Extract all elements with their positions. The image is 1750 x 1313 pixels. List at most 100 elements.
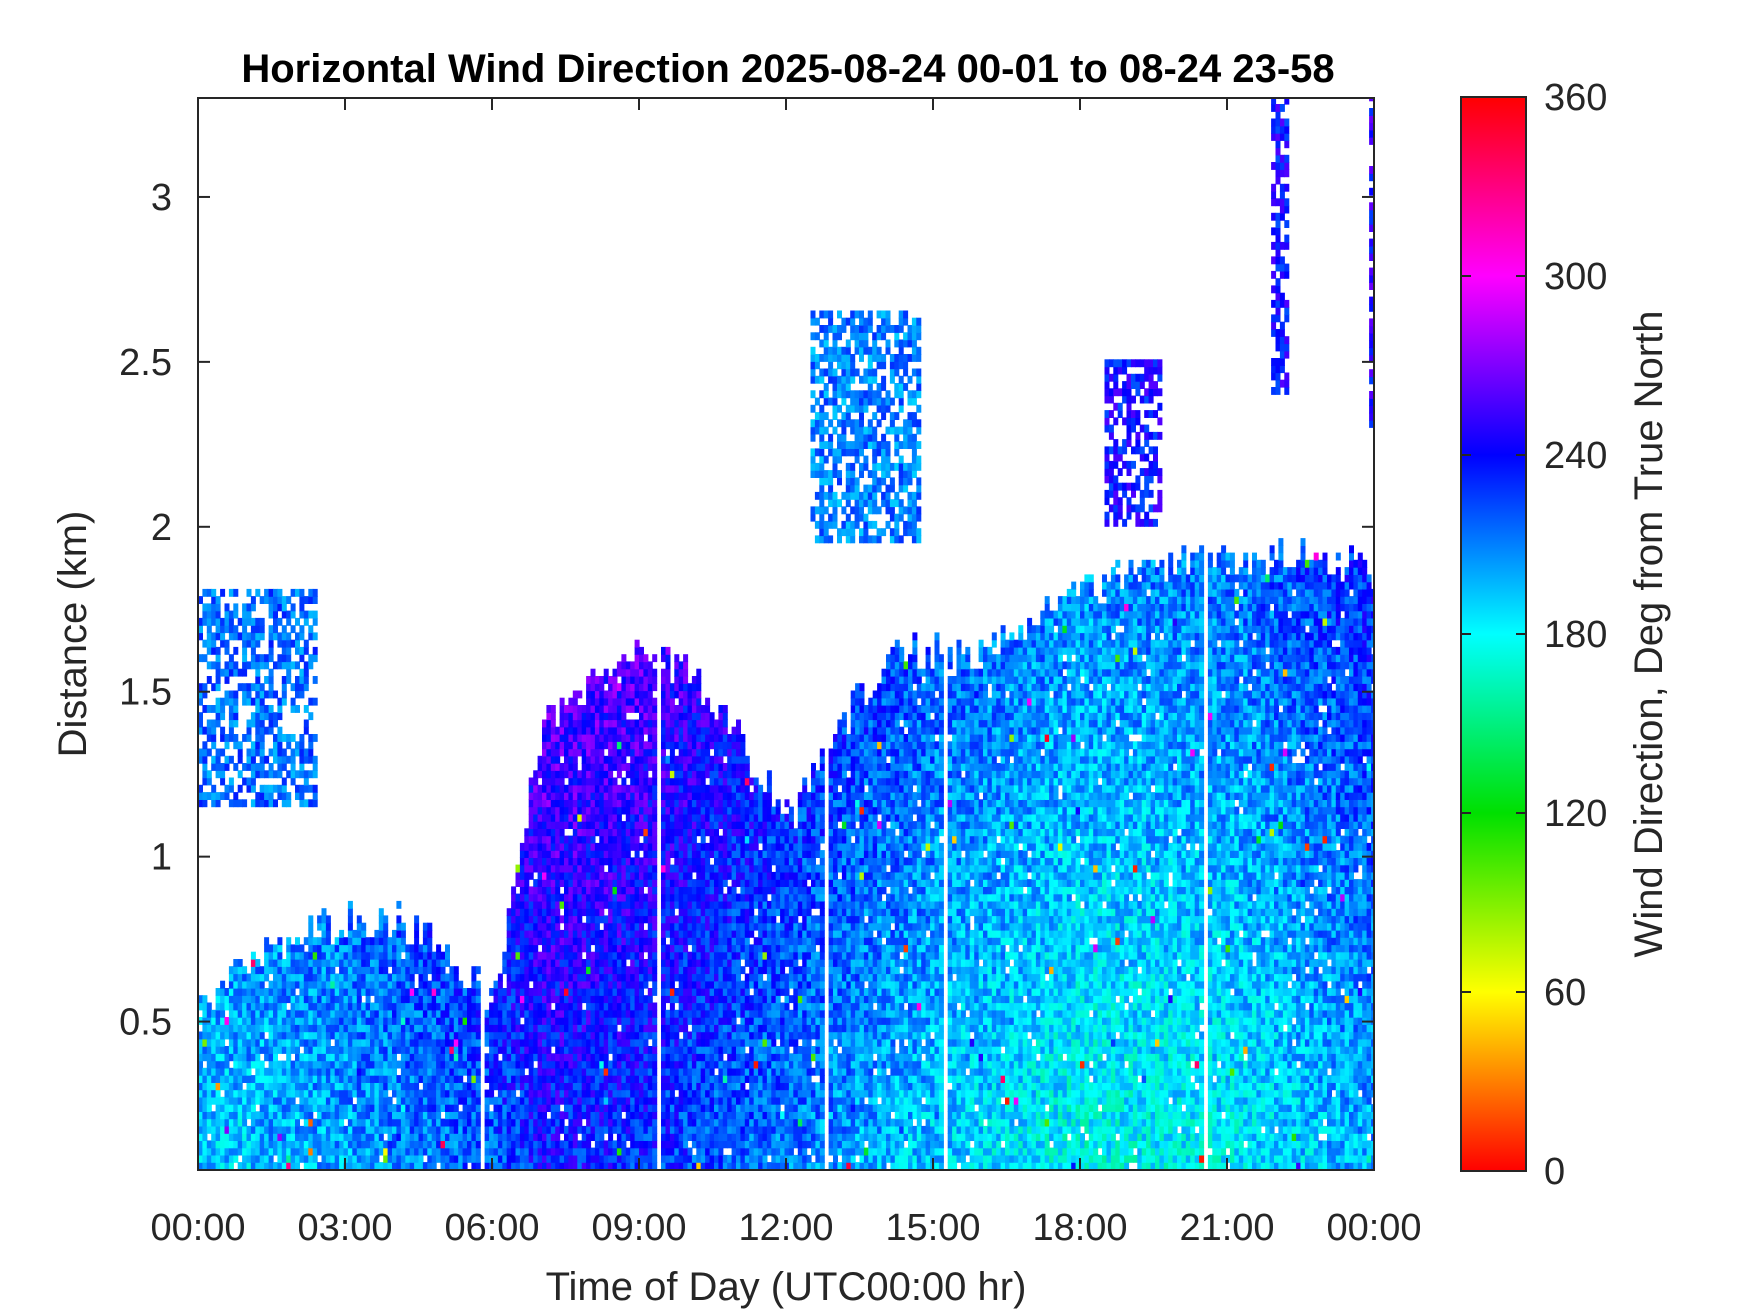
heatmap-cell: [546, 1104, 552, 1112]
heatmap-cell: [639, 748, 644, 757]
heatmap-cell: [436, 1104, 442, 1112]
heatmap-cell: [361, 1111, 367, 1120]
heatmap-cell: [277, 1089, 283, 1098]
heatmap-cell: [639, 799, 644, 808]
heatmap-cell: [475, 1140, 481, 1149]
heatmap-cell: [299, 988, 305, 996]
heatmap-cell: [414, 951, 420, 960]
heatmap-cell: [714, 1009, 719, 1018]
heatmap-cell: [489, 1067, 495, 1076]
heatmap-cell: [268, 1140, 274, 1149]
heatmap-cell: [612, 712, 618, 721]
heatmap-cell: [652, 915, 658, 924]
heatmap-cell: [400, 1140, 406, 1149]
heatmap-cell: [250, 1118, 256, 1127]
heatmap-cell: [577, 835, 583, 844]
heatmap-cell: [374, 1096, 380, 1105]
heatmap-cell: [603, 755, 609, 764]
heatmap-cell: [625, 1111, 631, 1120]
heatmap-cell: [639, 1024, 644, 1033]
heatmap-cell: [683, 922, 689, 931]
heatmap-cell: [714, 1024, 719, 1033]
heatmap-cell: [427, 1024, 433, 1033]
heatmap-cell: [683, 1111, 689, 1120]
heatmap-cell: [506, 1147, 512, 1156]
heatmap-cell: [383, 951, 389, 960]
heatmap-cell: [661, 944, 666, 953]
heatmap-cell: [612, 900, 618, 909]
heatmap-cell: [484, 1111, 490, 1120]
heatmap-cell: [700, 1133, 706, 1141]
heatmap-cell: [524, 980, 530, 989]
heatmap-cell: [374, 1046, 380, 1054]
heatmap-cell: [453, 1067, 459, 1076]
heatmap-cell: [321, 980, 327, 989]
heatmap-cell: [625, 770, 631, 779]
heatmap-cell: [414, 1038, 420, 1047]
heatmap-cell: [206, 1009, 212, 1018]
heatmap-cell: [572, 726, 578, 735]
heatmap-cell: [303, 1067, 309, 1076]
heatmap-cell: [224, 1067, 230, 1076]
heatmap-cell: [277, 1154, 283, 1163]
heatmap-cell: [634, 726, 640, 735]
heatmap-cell: [630, 719, 636, 728]
heatmap-cell: [422, 1024, 428, 1033]
heatmap-cell: [533, 1009, 539, 1018]
heatmap-cell: [643, 1024, 649, 1033]
heatmap-cell: [674, 995, 680, 1004]
heatmap-cell: [352, 1082, 358, 1091]
heatmap-cell: [224, 1104, 230, 1112]
heatmap-cell: [533, 1067, 539, 1076]
heatmap-cell: [555, 1147, 561, 1156]
heatmap-cell: [603, 705, 609, 713]
heatmap-cell: [370, 944, 375, 953]
heatmap-cell: [630, 1162, 636, 1170]
heatmap-cell: [303, 1089, 309, 1098]
heatmap-cell: [484, 1067, 490, 1076]
heatmap-cell: [511, 893, 517, 902]
heatmap-cell: [678, 915, 684, 924]
heatmap-cell: [599, 1133, 605, 1141]
heatmap-cell: [634, 690, 640, 699]
heatmap-cell: [325, 944, 331, 953]
heatmap-cell: [603, 973, 609, 982]
heatmap-cell: [418, 1067, 424, 1076]
heatmap-cell: [700, 741, 706, 750]
heatmap-cell: [250, 1017, 256, 1025]
heatmap-cell: [590, 929, 596, 938]
heatmap-cell: [599, 1147, 605, 1156]
heatmap-cell: [594, 1133, 600, 1141]
heatmap-cell: [687, 966, 693, 975]
heatmap-cell: [550, 799, 556, 808]
heatmap-cell: [709, 944, 715, 953]
heatmap-cell: [286, 1075, 292, 1083]
heatmap-cell: [264, 1009, 270, 1018]
heatmap-cell: [445, 959, 450, 967]
heatmap-cell: [202, 1096, 208, 1105]
heatmap-cell: [347, 1031, 353, 1040]
heatmap-cell: [449, 1154, 455, 1163]
heatmap-cell: [484, 1089, 490, 1098]
heatmap-cell: [616, 1067, 622, 1076]
heatmap-cell: [599, 683, 605, 692]
heatmap-cell: [273, 980, 278, 989]
heatmap-cell: [630, 1075, 636, 1083]
heatmap-cell: [224, 1060, 230, 1069]
heatmap-cell: [418, 959, 424, 967]
heatmap-cell: [339, 937, 345, 946]
heatmap-cell: [621, 763, 627, 771]
heatmap-cell: [339, 1038, 345, 1047]
heatmap-cell: [590, 1002, 596, 1011]
heatmap-cell: [365, 1038, 371, 1047]
heatmap-cell: [625, 893, 631, 902]
heatmap-cell: [625, 864, 631, 873]
heatmap-cell: [519, 1024, 525, 1033]
heatmap-cell: [621, 1125, 627, 1134]
heatmap-cell: [392, 959, 397, 967]
heatmap-cell: [228, 1024, 234, 1033]
heatmap-cell: [308, 1111, 314, 1120]
heatmap-cell: [709, 784, 715, 793]
heatmap-cell: [317, 1002, 323, 1011]
heatmap-cell: [594, 871, 600, 880]
